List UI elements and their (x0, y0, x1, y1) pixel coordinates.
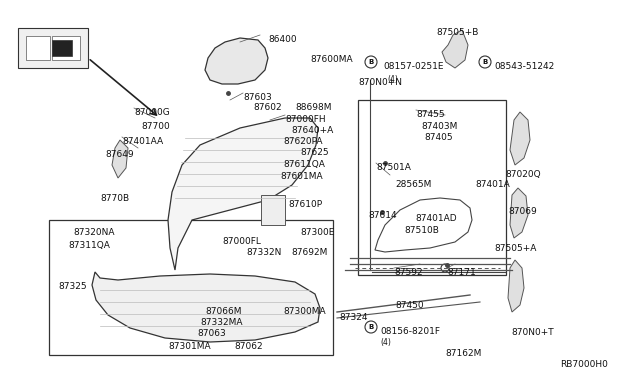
Text: 87020Q: 87020Q (505, 170, 541, 179)
Text: B: B (369, 324, 374, 330)
Text: B: B (483, 59, 488, 65)
Text: 87614: 87614 (368, 211, 397, 220)
Polygon shape (168, 118, 318, 270)
Text: 87505+A: 87505+A (494, 244, 536, 253)
Text: 87405: 87405 (424, 133, 452, 142)
Text: 08156-8201F: 08156-8201F (380, 327, 440, 336)
Polygon shape (112, 140, 128, 178)
Text: 87649: 87649 (105, 150, 134, 159)
Text: 08543-51242: 08543-51242 (494, 62, 554, 71)
Text: 28565M: 28565M (395, 180, 431, 189)
Text: 87301MA: 87301MA (168, 342, 211, 351)
Polygon shape (205, 38, 268, 84)
Text: 87600MA: 87600MA (310, 55, 353, 64)
Text: 87403M: 87403M (421, 122, 458, 131)
Text: 87501A: 87501A (376, 163, 411, 172)
Text: 87455: 87455 (416, 110, 445, 119)
Text: 87625: 87625 (300, 148, 328, 157)
Text: 87505+B: 87505+B (436, 28, 478, 37)
Text: 87311QA: 87311QA (68, 241, 110, 250)
Text: 8770B: 8770B (100, 194, 129, 203)
Text: 87601MA: 87601MA (280, 172, 323, 181)
Text: 87332MA: 87332MA (200, 318, 243, 327)
Text: 87450: 87450 (395, 301, 424, 310)
Text: 87300E: 87300E (300, 228, 334, 237)
Text: 86400: 86400 (268, 35, 296, 44)
Text: 87610P: 87610P (288, 200, 322, 209)
Text: 87640+A: 87640+A (291, 126, 333, 135)
Polygon shape (510, 112, 530, 165)
Bar (52, 40, 72, 56)
Text: 87162M: 87162M (445, 349, 481, 358)
Text: (4): (4) (380, 338, 391, 347)
Bar (49, 220, 333, 355)
Text: 87611QA: 87611QA (283, 160, 325, 169)
Polygon shape (508, 260, 524, 312)
Text: (4): (4) (387, 75, 398, 84)
Polygon shape (261, 195, 285, 225)
Text: 08157-0251E: 08157-0251E (383, 62, 444, 71)
Text: 87325: 87325 (58, 282, 86, 291)
Text: 87066M: 87066M (205, 307, 241, 316)
Text: 87401AD: 87401AD (415, 214, 456, 223)
Text: 87692M: 87692M (291, 248, 328, 257)
Text: 870N0+T: 870N0+T (511, 328, 554, 337)
Text: 87000FH: 87000FH (285, 115, 326, 124)
Text: 87620PA: 87620PA (283, 137, 323, 146)
Text: 87401AA: 87401AA (122, 137, 163, 146)
Text: 87069: 87069 (508, 207, 537, 216)
Text: 87602: 87602 (253, 103, 282, 112)
Text: 87592: 87592 (394, 268, 422, 277)
Text: 87171: 87171 (447, 268, 476, 277)
Text: 87300MA: 87300MA (283, 307, 326, 316)
Bar (358, 100, 506, 275)
Bar (52, 36, 80, 60)
Text: 87510B: 87510B (404, 226, 439, 235)
Text: 87332N: 87332N (246, 248, 282, 257)
Text: 87000FL: 87000FL (222, 237, 261, 246)
Text: 87000G: 87000G (134, 108, 170, 117)
Text: 87062: 87062 (234, 342, 262, 351)
Text: 87401A: 87401A (475, 180, 509, 189)
Text: 87700: 87700 (141, 122, 170, 131)
Text: 870N0+N: 870N0+N (358, 78, 402, 87)
Text: B: B (369, 59, 374, 65)
Bar (26, 36, 50, 60)
Text: 87320NA: 87320NA (73, 228, 115, 237)
Text: RB7000H0: RB7000H0 (560, 360, 608, 369)
Text: 88698M: 88698M (295, 103, 332, 112)
Polygon shape (442, 30, 468, 68)
Bar (18, 28, 88, 68)
Polygon shape (510, 188, 528, 238)
Text: 87324: 87324 (339, 313, 367, 322)
Polygon shape (92, 272, 320, 342)
Text: 87603: 87603 (243, 93, 272, 102)
Text: 87063: 87063 (197, 329, 226, 338)
